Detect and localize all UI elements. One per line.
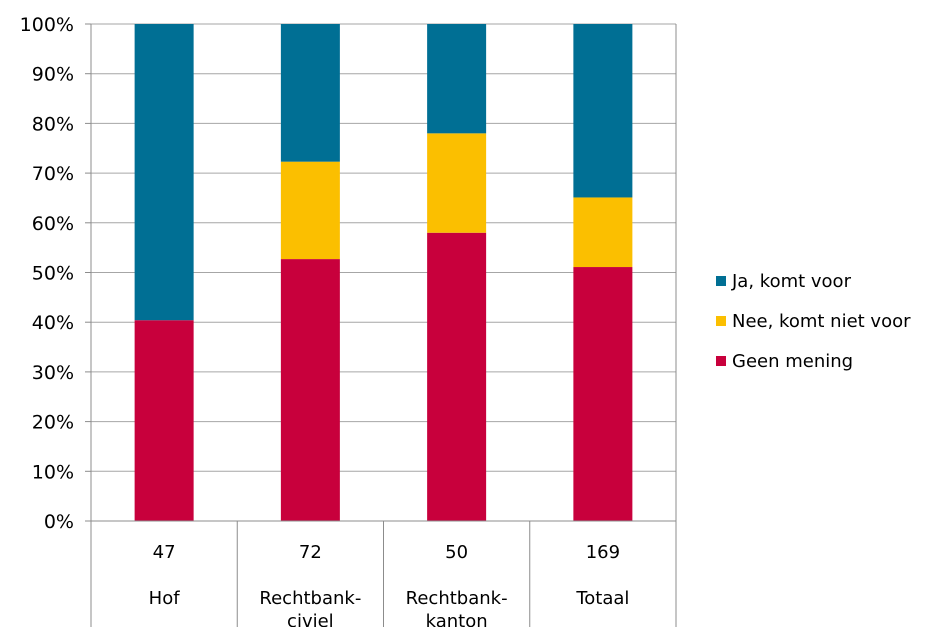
- y-tick-label: 60%: [32, 213, 74, 235]
- legend-label: Geen mening: [732, 351, 853, 372]
- y-tick-labels: 0% 10% 20% 30% 40% 50% 60% 70% 80% 90% 100%: [20, 14, 74, 533]
- legend-swatch: [716, 276, 726, 286]
- legend-swatch: [716, 316, 726, 326]
- category-label: Rechtbank-: [406, 588, 508, 609]
- legend-swatch: [716, 356, 726, 366]
- y-tick-label: 50%: [32, 263, 74, 285]
- legend-label: Ja, komt voor: [731, 271, 852, 292]
- bar-segment: [134, 24, 194, 321]
- y-tick-label: 70%: [32, 163, 74, 185]
- y-tick-label: 10%: [32, 461, 74, 483]
- legend-label: Nee, komt niet voor: [732, 311, 911, 332]
- bar-segment: [573, 267, 633, 521]
- bar-segment: [573, 24, 633, 198]
- y-tick-label: 0%: [44, 511, 74, 533]
- y-tick-label: 100%: [20, 14, 74, 36]
- axes: [85, 23, 677, 627]
- bar-segment: [280, 24, 340, 162]
- bar-segment: [427, 24, 487, 134]
- count-label: 169: [586, 542, 620, 563]
- category-label: civiel: [287, 611, 334, 627]
- category-label: kanton: [426, 611, 488, 627]
- bar-segment: [573, 197, 633, 268]
- bar-segment: [427, 232, 487, 522]
- y-tick-label: 30%: [32, 362, 74, 384]
- count-label: 50: [445, 542, 468, 563]
- bar-segment: [427, 133, 487, 233]
- category-label: Rechtbank-: [259, 588, 361, 609]
- bars: [134, 24, 633, 522]
- y-tick-label: 20%: [32, 412, 74, 434]
- bar-segment: [280, 161, 340, 260]
- legend: Ja, komt voor Nee, komt niet voor Geen men…: [716, 271, 911, 372]
- bar-segment: [134, 320, 194, 521]
- y-tick-label: 90%: [32, 64, 74, 86]
- y-tick-label: 80%: [32, 113, 74, 135]
- x-category-table: 47 Hof 72 Rechtbank-civiel 50 Rechtbank-kanto…: [149, 521, 629, 627]
- count-label: 47: [153, 542, 176, 563]
- category-label: Hof: [149, 588, 181, 609]
- category-label: Totaal: [575, 588, 629, 609]
- y-tick-label: 40%: [32, 312, 74, 334]
- bar-segment: [280, 259, 340, 521]
- count-label: 72: [299, 542, 322, 563]
